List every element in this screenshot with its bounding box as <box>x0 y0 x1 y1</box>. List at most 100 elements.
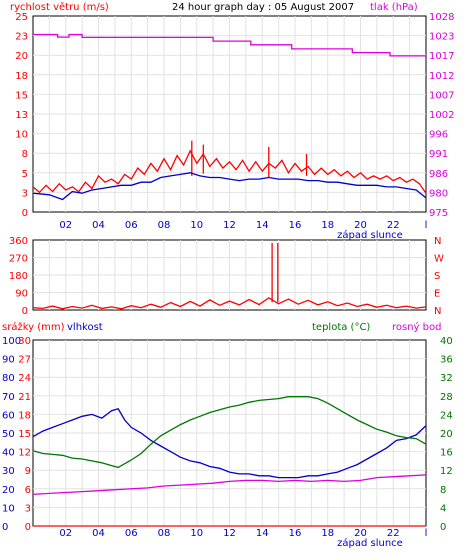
wind-speed-axis-title: rychlost větru (m/s) <box>10 1 109 13</box>
pressure-tick: 996 <box>429 130 448 141</box>
humidity-tick: 80 <box>2 373 15 384</box>
direction-degree-tick: 180 <box>9 271 28 282</box>
dew-point-axis-title: rosný bod <box>392 321 441 333</box>
humidity-tick: 100 <box>2 336 21 347</box>
rain-tick: 30 <box>18 336 31 347</box>
wind-panel-grid <box>33 16 426 212</box>
temperature-tick: 36 <box>440 355 453 366</box>
pressure-tick: 991 <box>429 149 448 160</box>
rain-tick: 21 <box>18 392 31 403</box>
dew-point-line <box>32 474 427 496</box>
wind-speed-tick: 10 <box>15 130 28 141</box>
x-tick-label: 02 <box>59 528 72 539</box>
wind-speed-tick: 18 <box>15 71 28 82</box>
humidity-tick: 50 <box>2 429 15 440</box>
x-tick-label: 08 <box>158 220 171 231</box>
x-tick-label: 22 <box>387 220 400 231</box>
x-tick-label: 08 <box>158 528 171 539</box>
chart-title: 24 hour graph day : 05 August 2007 <box>172 2 354 13</box>
temperature-tick: 40 <box>440 336 453 347</box>
temperature-tick: 24 <box>440 410 453 421</box>
rain-tick: 9 <box>25 466 31 477</box>
temperature-tick: 28 <box>440 392 453 403</box>
wind-speed-tick: 5 <box>22 169 28 180</box>
wind-speed-tick: 23 <box>15 32 28 43</box>
wind-gust-line <box>32 149 427 194</box>
x-tick-label: 20 <box>354 528 367 539</box>
rain-axis-title: srážky (mm) <box>2 321 65 333</box>
x-tick-label: 18 <box>321 220 334 231</box>
pressure-tick: 980 <box>429 188 448 199</box>
temperature-tick: 0 <box>440 522 446 533</box>
pressure-axis-title: tlak (hPa) <box>370 2 418 13</box>
pressure-line <box>33 33 426 57</box>
wind-speed-tick: 13 <box>15 110 28 121</box>
temperature-axis-title: teplota (°C) <box>312 322 370 333</box>
x-tick-label: 12 <box>223 220 236 231</box>
temperature-tick: 16 <box>440 448 453 459</box>
x-tick-label: 04 <box>92 528 105 539</box>
x-tick-label: 12 <box>223 528 236 539</box>
humidity-tick: 40 <box>2 448 15 459</box>
humidity-tick: 10 <box>2 503 15 514</box>
rain-tick: 12 <box>18 448 31 459</box>
wind-direction-line <box>32 297 427 310</box>
rain-tick: 18 <box>18 410 31 421</box>
wind-average-line <box>32 172 427 201</box>
climate-panel-sunset-label: západ slunce <box>337 537 403 549</box>
rain-tick: 24 <box>18 373 31 384</box>
humidity-tick: 60 <box>2 410 15 421</box>
temperature-tick: 12 <box>440 466 453 477</box>
pressure-tick: 1007 <box>429 90 454 101</box>
wind-speed-tick: 0 <box>22 208 28 219</box>
x-tick-label: 04 <box>92 220 105 231</box>
direction-compass-tick: E <box>434 289 440 300</box>
wind-speed-ticks: 25 23 20 18 15 13 10 8 5 3 0 <box>15 12 28 219</box>
x-tick-label: 14 <box>256 220 269 231</box>
humidity-tick: 90 <box>2 355 15 366</box>
x-tick-label: l <box>425 220 428 231</box>
rain-tick: 0 <box>25 522 31 533</box>
x-tick-label: 06 <box>125 220 138 231</box>
direction-panel-series <box>32 242 427 310</box>
pressure-tick: 986 <box>429 169 448 180</box>
x-tick-label: l <box>425 528 428 539</box>
climate-panel-series <box>32 396 427 527</box>
wind-panel-series <box>32 33 427 201</box>
pressure-tick: 1017 <box>429 51 454 62</box>
wind-speed-tick: 8 <box>22 149 28 160</box>
direction-degree-tick: 0 <box>22 306 28 317</box>
humidity-tick: 0 <box>2 522 8 533</box>
climate-panel-x-ticks: 02 04 06 08 10 12 14 16 18 20 22 l <box>59 528 427 539</box>
x-tick-label: 16 <box>289 220 302 231</box>
temperature-line <box>32 396 427 469</box>
wind-speed-tick: 25 <box>15 12 28 23</box>
wind-panel-sunset-label: západ slunce <box>337 229 403 241</box>
temperature-tick: 32 <box>440 373 453 384</box>
direction-degree-tick: 360 <box>9 236 28 247</box>
wind-speed-tick: 3 <box>22 188 28 199</box>
direction-compass-tick: W <box>434 254 444 265</box>
temperature-tick: 8 <box>440 485 446 496</box>
pressure-ticks: 1028 1023 1017 1012 1007 1002 996 991 986 980 975 <box>429 12 454 219</box>
direction-compass-tick: N <box>434 236 441 247</box>
humidity-axis-title: vlhkost <box>67 322 103 333</box>
rain-tick: 27 <box>18 355 31 366</box>
x-tick-label: 02 <box>59 220 72 231</box>
temperature-tick: 4 <box>440 503 446 514</box>
x-tick-label: 22 <box>387 528 400 539</box>
pressure-tick: 1002 <box>429 110 454 121</box>
humidity-line <box>32 408 427 479</box>
x-tick-label: 06 <box>125 528 138 539</box>
temperature-tick: 20 <box>440 429 453 440</box>
direction-degree-tick: 90 <box>15 289 28 300</box>
wind-speed-tick: 15 <box>15 90 28 101</box>
direction-degree-ticks: 360 270 180 90 0 <box>9 236 28 317</box>
direction-compass-tick: S <box>434 271 440 282</box>
x-tick-label: 10 <box>190 220 203 231</box>
rain-tick: 15 <box>18 429 31 440</box>
